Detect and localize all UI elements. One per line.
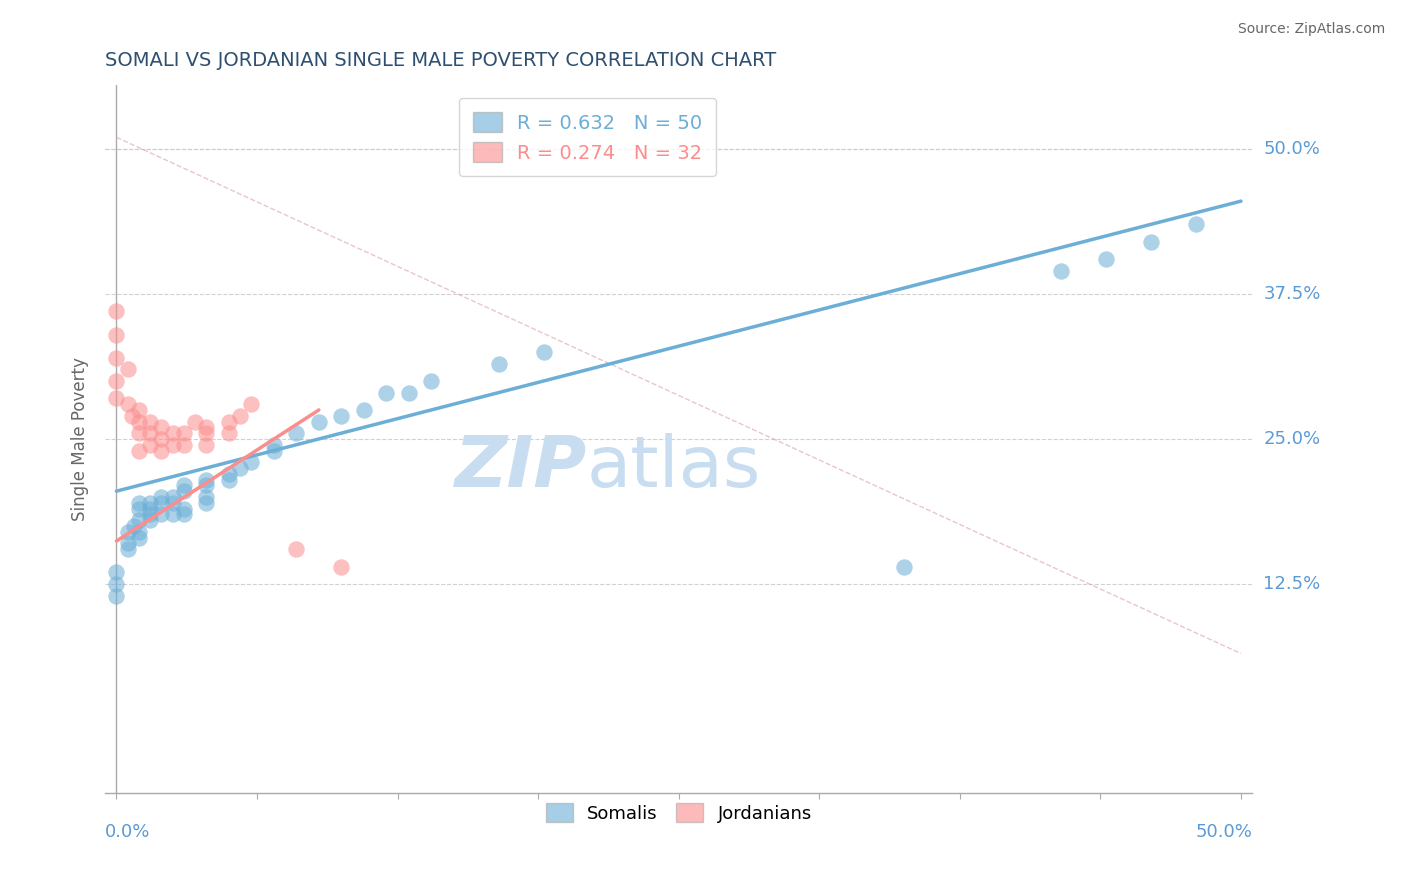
Point	[139, 415, 162, 429]
Point	[1050, 264, 1073, 278]
Point	[218, 467, 240, 481]
Point	[128, 426, 150, 441]
Point	[150, 490, 173, 504]
Point	[195, 478, 218, 492]
Point	[195, 438, 218, 452]
Point	[893, 559, 915, 574]
Point	[173, 501, 195, 516]
Point	[173, 508, 195, 522]
Text: SOMALI VS JORDANIAN SINGLE MALE POVERTY CORRELATION CHART: SOMALI VS JORDANIAN SINGLE MALE POVERTY …	[105, 51, 776, 70]
Point	[105, 392, 128, 406]
Point	[195, 473, 218, 487]
Point	[105, 577, 128, 591]
Text: ZIP: ZIP	[454, 433, 586, 502]
Point	[139, 496, 162, 510]
Point	[150, 420, 173, 434]
Point	[139, 513, 162, 527]
Point	[218, 473, 240, 487]
Point	[173, 426, 195, 441]
Point	[240, 397, 263, 411]
Point	[128, 496, 150, 510]
Point	[195, 420, 218, 434]
Point	[218, 426, 240, 441]
Point	[105, 351, 128, 365]
Point	[121, 409, 143, 423]
Point	[128, 513, 150, 527]
Point	[105, 566, 128, 580]
Point	[139, 438, 162, 452]
Point	[173, 438, 195, 452]
Point	[533, 345, 555, 359]
Point	[128, 531, 150, 545]
Point	[139, 501, 162, 516]
Text: 0.0%: 0.0%	[105, 823, 150, 841]
Point	[124, 519, 146, 533]
Point	[1095, 252, 1118, 267]
Point	[229, 461, 252, 475]
Text: 12.5%: 12.5%	[1264, 575, 1320, 593]
Point	[128, 524, 150, 539]
Point	[398, 385, 420, 400]
Point	[117, 536, 139, 550]
Text: Source: ZipAtlas.com: Source: ZipAtlas.com	[1237, 22, 1385, 37]
Text: 50.0%: 50.0%	[1264, 140, 1320, 158]
Point	[353, 403, 375, 417]
Point	[162, 508, 184, 522]
Point	[285, 426, 308, 441]
Point	[105, 589, 128, 603]
Point	[128, 501, 150, 516]
Point	[150, 508, 173, 522]
Point	[488, 357, 510, 371]
Point	[375, 385, 398, 400]
Point	[139, 508, 162, 522]
Point	[195, 426, 218, 441]
Point	[263, 443, 285, 458]
Point	[105, 374, 128, 388]
Y-axis label: Single Male Poverty: Single Male Poverty	[72, 357, 89, 521]
Point	[128, 403, 150, 417]
Point	[150, 496, 173, 510]
Point	[150, 443, 173, 458]
Text: 50.0%: 50.0%	[1195, 823, 1253, 841]
Point	[150, 432, 173, 446]
Point	[128, 415, 150, 429]
Text: 37.5%: 37.5%	[1264, 285, 1320, 303]
Point	[162, 490, 184, 504]
Point	[162, 438, 184, 452]
Point	[263, 438, 285, 452]
Point	[330, 409, 353, 423]
Point	[105, 327, 128, 342]
Point	[162, 496, 184, 510]
Point	[117, 542, 139, 557]
Legend: Somalis, Jordanians: Somalis, Jordanians	[538, 796, 818, 830]
Point	[117, 524, 139, 539]
Point	[218, 415, 240, 429]
Point	[195, 490, 218, 504]
Point	[184, 415, 207, 429]
Point	[162, 426, 184, 441]
Point	[229, 409, 252, 423]
Point	[173, 484, 195, 499]
Point	[139, 426, 162, 441]
Text: 25.0%: 25.0%	[1264, 430, 1320, 448]
Point	[117, 362, 139, 376]
Point	[308, 415, 330, 429]
Text: atlas: atlas	[586, 433, 761, 502]
Point	[240, 455, 263, 469]
Point	[285, 542, 308, 557]
Point	[117, 397, 139, 411]
Point	[1140, 235, 1163, 249]
Point	[330, 559, 353, 574]
Point	[128, 443, 150, 458]
Point	[195, 496, 218, 510]
Point	[173, 478, 195, 492]
Point	[1185, 217, 1208, 231]
Point	[105, 304, 128, 318]
Point	[420, 374, 443, 388]
